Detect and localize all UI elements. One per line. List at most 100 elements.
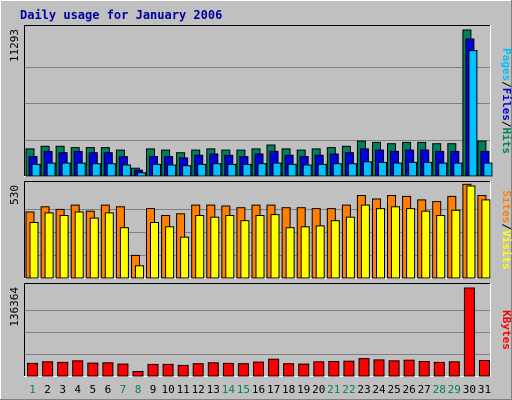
bar-sites-day-2 <box>44 212 54 279</box>
bar-kbytes-day-20 <box>313 361 325 377</box>
x-tick-label: 22 <box>342 383 355 396</box>
bar-sites-day-7 <box>119 227 129 279</box>
bar-kbytes-day-2 <box>42 361 54 377</box>
bar-kbytes-day-24 <box>373 359 385 377</box>
bar-pages-day-31 <box>483 162 493 177</box>
bar-kbytes-day-31 <box>479 360 490 377</box>
bar-sites-day-16 <box>255 215 265 279</box>
bar-sites-day-5 <box>89 217 99 279</box>
bar-sites-day-10 <box>165 226 175 279</box>
bar-pages-day-27 <box>423 161 433 177</box>
bar-sites-day-22 <box>345 216 355 279</box>
bar-sites-day-19 <box>300 226 310 279</box>
bar-sites-day-23 <box>360 204 370 279</box>
y-max-label: 530 <box>8 185 21 205</box>
bar-pages-day-9 <box>152 163 161 177</box>
series-kbytes <box>27 287 490 377</box>
x-tick-label: 5 <box>89 383 96 396</box>
bar-sites-day-1 <box>29 222 39 279</box>
bar-sites-day-25 <box>391 206 400 279</box>
series-pages <box>31 50 493 177</box>
x-tick-label: 6 <box>105 383 112 396</box>
bar-kbytes-day-1 <box>27 362 38 377</box>
y-max-label: 11293 <box>8 29 21 62</box>
panel-visitors: 530 Sites/Visits <box>8 181 512 279</box>
bar-sites-day-3 <box>59 215 69 279</box>
x-tick-label: 12 <box>192 383 205 396</box>
bar-pages-day-16 <box>257 163 267 177</box>
bar-sites-day-13 <box>210 216 220 279</box>
bar-sites-day-15 <box>240 220 250 279</box>
bar-pages-day-29 <box>453 162 463 177</box>
bar-kbytes-day-5 <box>87 362 99 377</box>
bar-pages-day-19 <box>302 164 312 177</box>
x-tick-label: 14 <box>222 383 236 396</box>
x-axis: 1 2 3 4 5 6 7 8 9 10 11 12 13 14 15 16 17 18 19 20 21 22 23 24 2… <box>29 383 491 396</box>
series-legend-visitors: Sites/Visits <box>500 190 512 270</box>
bar-kbytes-day-21 <box>328 361 340 377</box>
bar-pages-day-14 <box>227 163 237 177</box>
x-tick-label: 7 <box>120 383 127 396</box>
bar-sites-day-26 <box>406 208 416 279</box>
x-tick-label: 11 <box>177 383 190 396</box>
series-legend-part: Pages <box>500 48 512 81</box>
bar-kbytes-day-13 <box>207 362 219 377</box>
bar-kbytes-day-14 <box>222 362 234 377</box>
bar-kbytes-day-22 <box>343 360 355 377</box>
series-legend-requests: Pages/Files/Hits <box>500 48 512 154</box>
bar-sites-day-18 <box>285 227 295 279</box>
bar-sites-day-9 <box>150 222 159 279</box>
bar-sites-day-20 <box>315 225 325 279</box>
x-tick-label: 24 <box>372 383 386 396</box>
x-tick-label: 31 <box>478 383 491 396</box>
x-tick-label: 13 <box>207 383 220 396</box>
x-tick-label: 3 <box>59 383 66 396</box>
series-sites <box>29 185 491 279</box>
x-tick-label: 27 <box>418 383 431 396</box>
bar-pages-day-3 <box>61 162 71 177</box>
bar-kbytes-day-23 <box>358 358 370 377</box>
series-legend-part: KBytes <box>500 310 512 350</box>
x-tick-label: 2 <box>44 383 51 396</box>
series-legend-part: / <box>500 81 512 88</box>
x-tick-label: 26 <box>402 383 415 396</box>
bar-pages-day-26 <box>408 161 418 177</box>
x-tick-label: 21 <box>327 383 340 396</box>
bar-kbytes-day-11 <box>177 364 189 377</box>
bar-kbytes-day-26 <box>403 359 415 377</box>
bar-pages-day-22 <box>347 163 357 177</box>
bar-pages-day-12 <box>197 163 207 177</box>
bar-pages-day-4 <box>76 162 86 177</box>
bar-sites-day-14 <box>225 215 235 279</box>
x-tick-label: 8 <box>135 383 142 396</box>
bar-pages-day-17 <box>272 162 282 177</box>
series-legend-part: Hits <box>500 128 512 155</box>
bar-pages-day-30 <box>468 50 478 177</box>
bar-kbytes-day-27 <box>418 361 430 377</box>
x-tick-label: 23 <box>357 383 370 396</box>
bar-kbytes-day-12 <box>192 363 204 377</box>
bar-kbytes-day-10 <box>162 363 174 377</box>
x-tick-label: 15 <box>237 383 250 396</box>
x-tick-label: 16 <box>252 383 265 396</box>
x-tick-label: 25 <box>387 383 400 396</box>
bar-pages-day-1 <box>31 163 41 177</box>
bar-pages-day-20 <box>317 163 327 177</box>
x-tick-label: 28 <box>433 383 446 396</box>
series-legend-part: Files <box>500 88 512 121</box>
x-tick-label: 4 <box>74 383 81 396</box>
chart-title: Daily usage for January 2006 <box>20 8 222 22</box>
bar-sites-day-17 <box>270 214 280 279</box>
bar-sites-day-31 <box>481 199 491 279</box>
series-legend-part: Visits <box>500 230 512 270</box>
x-tick-label: 19 <box>297 383 310 396</box>
bar-sites-day-30 <box>466 185 476 279</box>
bar-pages-day-10 <box>167 164 177 177</box>
bar-pages-day-2 <box>46 162 56 177</box>
x-tick-label: 30 <box>463 383 476 396</box>
bar-kbytes-day-16 <box>253 361 264 377</box>
bar-pages-day-25 <box>393 162 402 177</box>
bar-kbytes-day-25 <box>388 360 400 377</box>
